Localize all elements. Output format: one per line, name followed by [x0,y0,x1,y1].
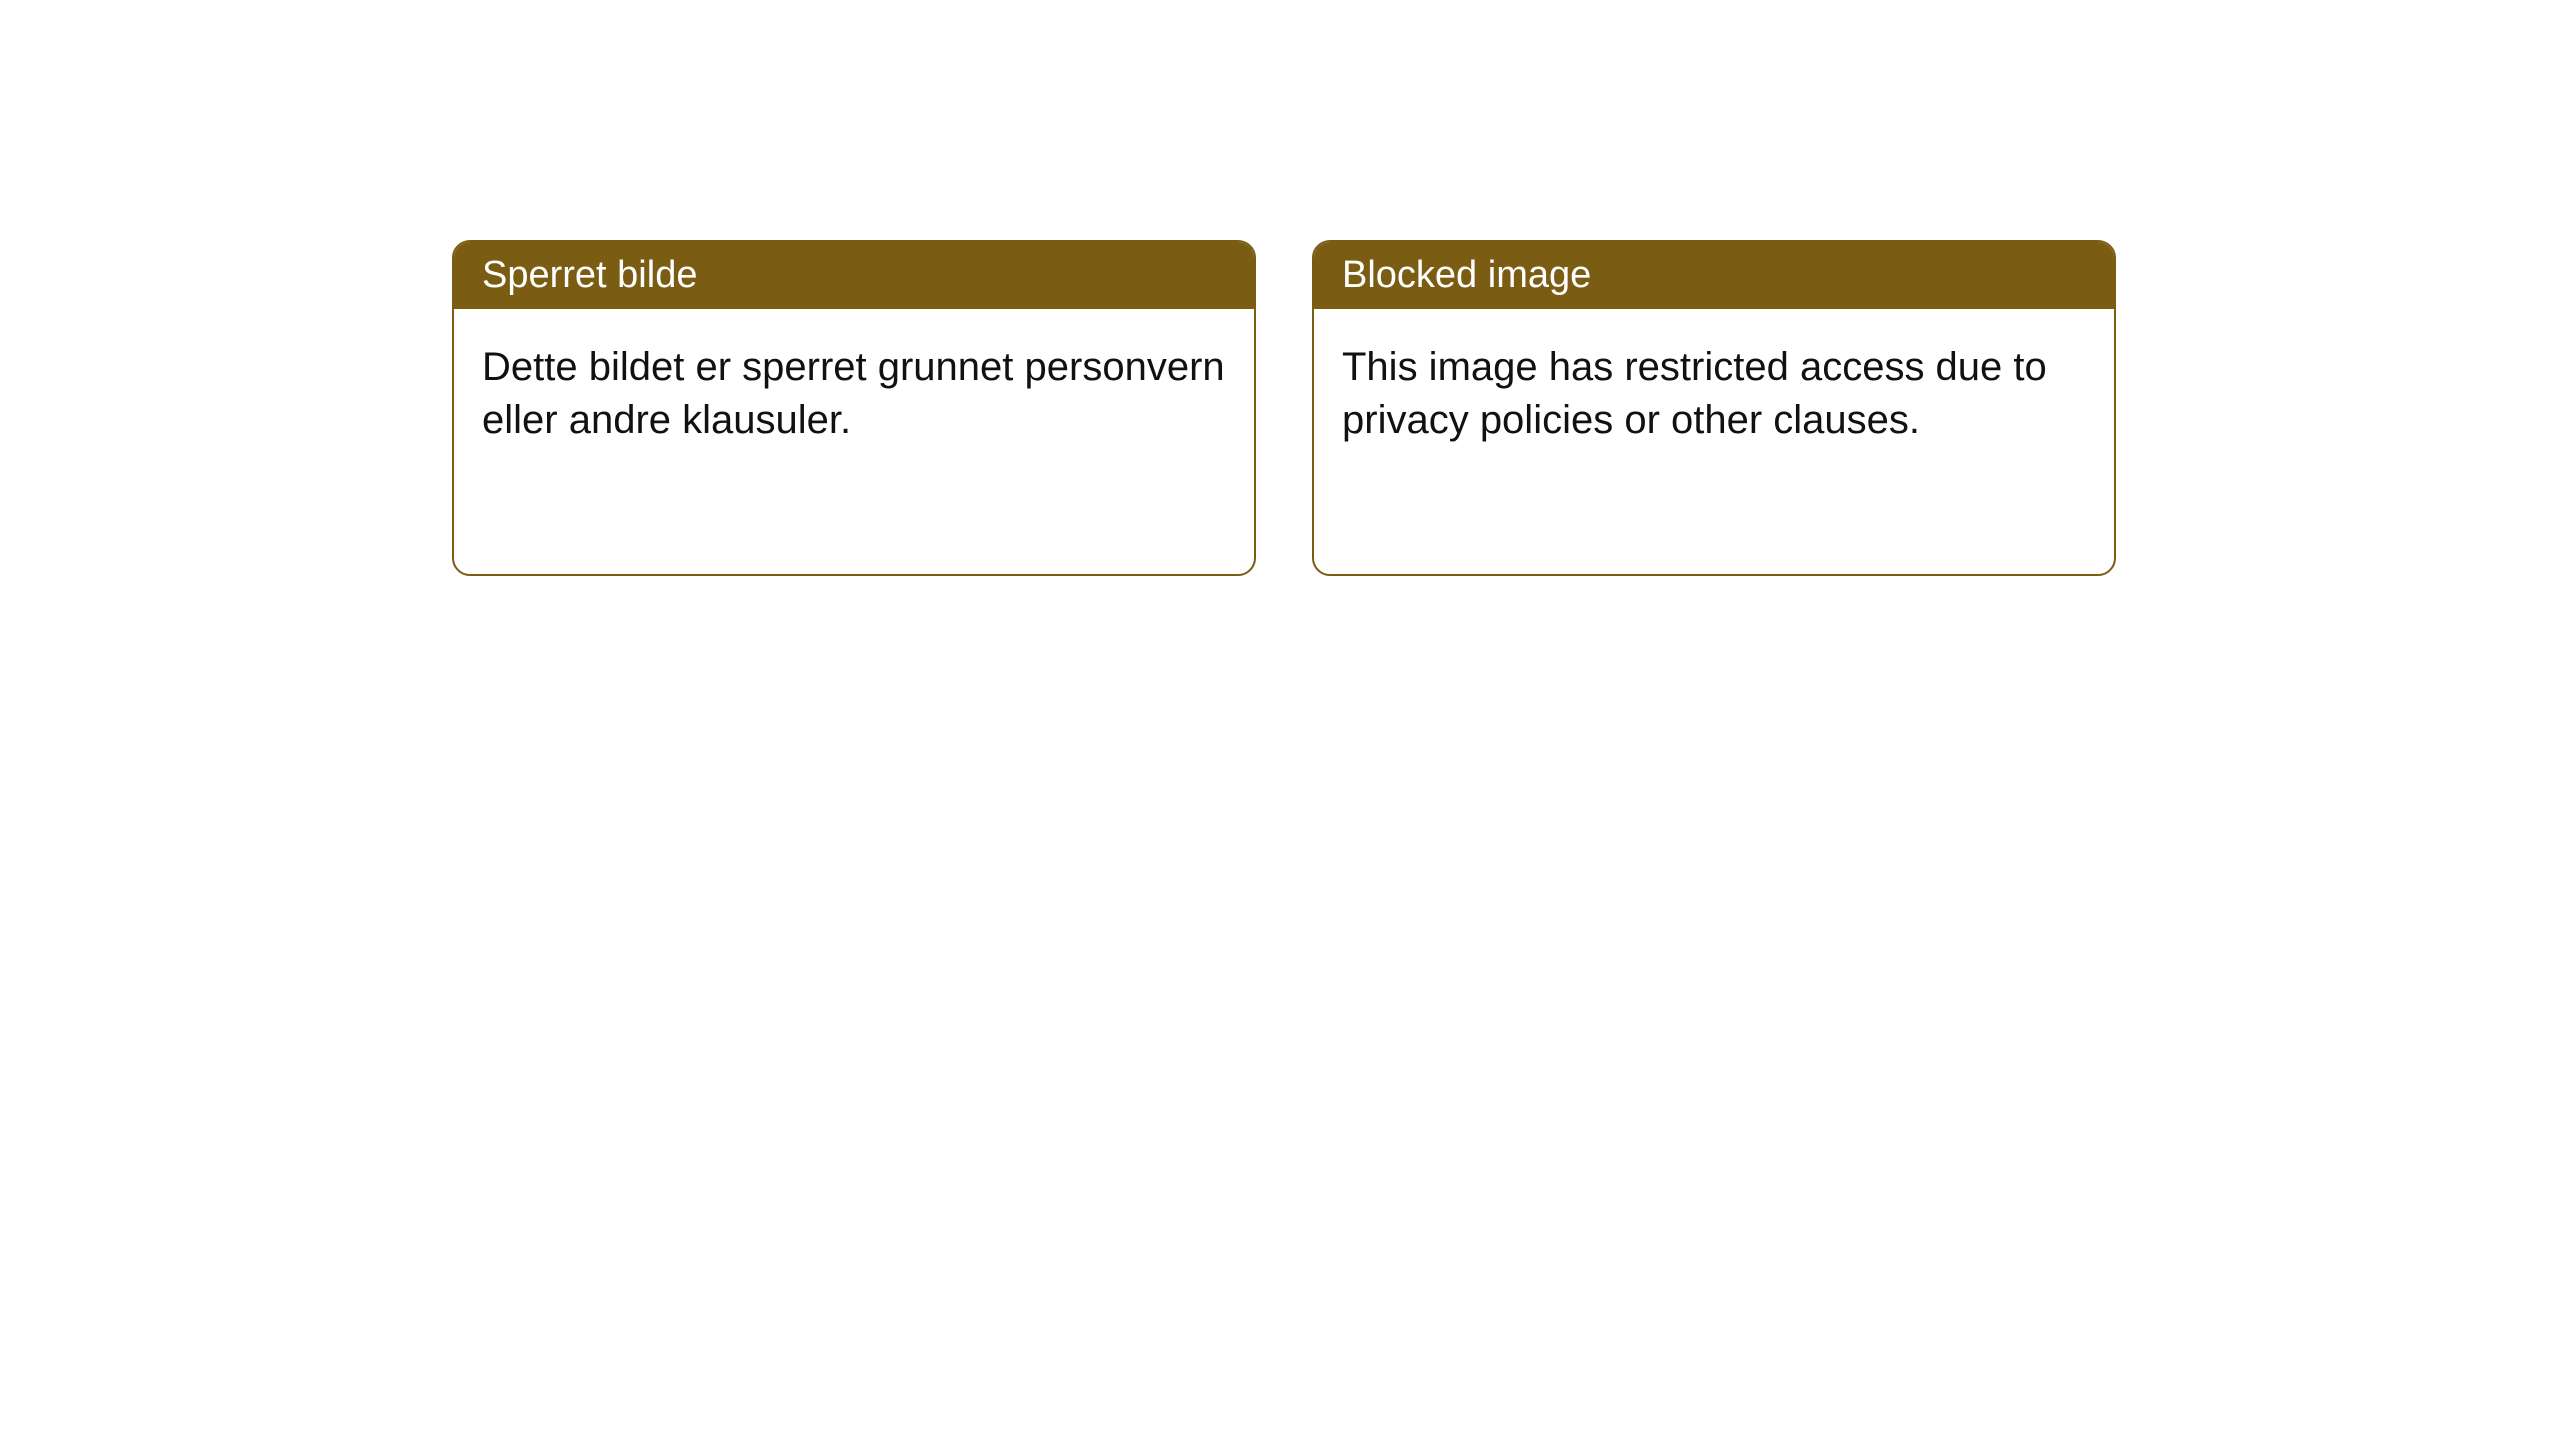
blocked-image-card-no: Sperret bilde Dette bildet er sperret gr… [452,240,1256,576]
card-header: Sperret bilde [454,242,1254,309]
blocked-image-card-en: Blocked image This image has restricted … [1312,240,2116,576]
card-header: Blocked image [1314,242,2114,309]
card-title: Blocked image [1342,254,1591,296]
card-body-text: This image has restricted access due to … [1342,345,2047,442]
card-body: Dette bildet er sperret grunnet personve… [454,309,1254,479]
card-title: Sperret bilde [482,254,697,296]
card-body: This image has restricted access due to … [1314,309,2114,479]
blocked-image-cards: Sperret bilde Dette bildet er sperret gr… [452,240,2116,576]
card-body-text: Dette bildet er sperret grunnet personve… [482,345,1225,442]
